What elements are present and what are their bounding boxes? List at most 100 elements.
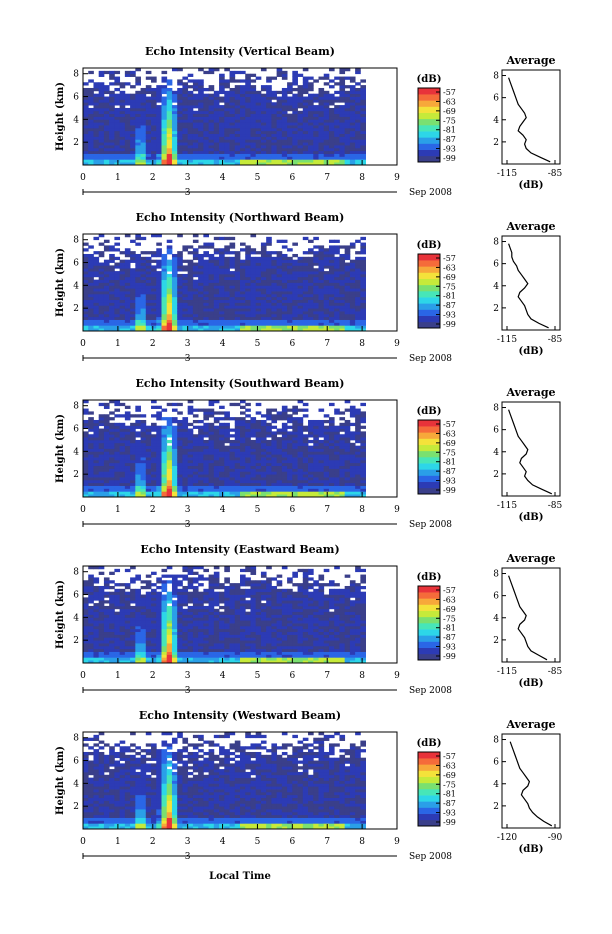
heatmap-cell bbox=[193, 263, 199, 266]
heatmap-cell bbox=[193, 240, 199, 243]
heatmap-cell bbox=[198, 117, 204, 120]
heatmap-cell bbox=[188, 486, 194, 489]
heatmap-cell bbox=[109, 320, 115, 323]
heatmap-cell bbox=[250, 136, 256, 139]
heatmap-cell bbox=[167, 119, 173, 122]
heatmap-cell bbox=[198, 486, 204, 489]
heatmap-cell bbox=[109, 300, 115, 303]
heatmap-cell bbox=[114, 102, 120, 105]
heatmap-cell bbox=[156, 254, 162, 257]
average-title: Average bbox=[505, 220, 555, 233]
heatmap-cell bbox=[277, 263, 283, 266]
heatmap-cell bbox=[188, 139, 194, 142]
heatmap-cell bbox=[266, 317, 272, 320]
heatmap-cell bbox=[135, 317, 141, 320]
heatmap-cell bbox=[209, 414, 215, 417]
heatmap-cell bbox=[88, 597, 94, 600]
heatmap-cell bbox=[256, 488, 262, 491]
heatmap-cell bbox=[282, 99, 288, 102]
heatmap-cell bbox=[104, 139, 110, 142]
heatmap-cell bbox=[88, 88, 94, 91]
heatmap-cell bbox=[88, 609, 94, 612]
heatmap-cell bbox=[250, 125, 256, 128]
heatmap-cell bbox=[203, 128, 209, 131]
heatmap-cell bbox=[156, 97, 162, 100]
heatmap-cell bbox=[93, 237, 99, 240]
heatmap-cell bbox=[151, 134, 157, 137]
heatmap-cell bbox=[146, 77, 152, 80]
heatmap-cell bbox=[172, 111, 178, 114]
heatmap-cell bbox=[193, 119, 199, 122]
heatmap-cell bbox=[235, 325, 241, 328]
heatmap-cell bbox=[109, 446, 115, 449]
heatmap-cell bbox=[256, 145, 262, 148]
heatmap-cell bbox=[308, 88, 314, 91]
heatmap-cell bbox=[345, 145, 351, 148]
heatmap-cell bbox=[141, 251, 147, 254]
heatmap-cell bbox=[135, 491, 141, 494]
heatmap-cell bbox=[339, 254, 345, 257]
heatmap-cell bbox=[345, 274, 351, 277]
heatmap-cell bbox=[162, 437, 168, 440]
heatmap-cell bbox=[313, 457, 319, 460]
heatmap-cell bbox=[324, 131, 330, 134]
heatmap-cell bbox=[214, 291, 220, 294]
heatmap-cell bbox=[329, 260, 335, 263]
heatmap-cell bbox=[167, 108, 173, 111]
heatmap-cell bbox=[172, 308, 178, 311]
heatmap-cell bbox=[188, 245, 194, 248]
heatmap-cell bbox=[298, 114, 304, 117]
heatmap-cell bbox=[104, 429, 110, 432]
heatmap-cell bbox=[334, 117, 340, 120]
heatmap-cell bbox=[250, 474, 256, 477]
heatmap-cell bbox=[261, 122, 267, 125]
heatmap-cell bbox=[88, 486, 94, 489]
heatmap-cell bbox=[214, 451, 220, 454]
heatmap-cell bbox=[83, 314, 89, 317]
heatmap-cell bbox=[188, 114, 194, 117]
heatmap-cell bbox=[114, 302, 120, 305]
heatmap-cell bbox=[266, 145, 272, 148]
heatmap-cell bbox=[162, 431, 168, 434]
heatmap-cell bbox=[88, 283, 94, 286]
heatmap-cell bbox=[162, 265, 168, 268]
y-axis-label: Height (km) bbox=[55, 414, 66, 483]
heatmap-cell bbox=[256, 423, 262, 426]
heatmap-cell bbox=[198, 79, 204, 82]
heatmap-cell bbox=[182, 437, 188, 440]
heatmap-cell bbox=[198, 409, 204, 412]
heatmap-cell bbox=[83, 431, 89, 434]
heatmap-cell bbox=[319, 245, 325, 248]
heatmap-cell bbox=[141, 139, 147, 142]
heatmap-cell bbox=[334, 429, 340, 432]
heatmap-cell bbox=[209, 477, 215, 480]
heatmap-cell bbox=[261, 317, 267, 320]
heatmap-cell bbox=[141, 159, 147, 162]
heatmap-cell bbox=[292, 443, 298, 446]
heatmap-cell bbox=[324, 460, 330, 463]
heatmap-cell bbox=[245, 454, 251, 457]
heatmap-cell bbox=[83, 480, 89, 483]
heatmap-cell bbox=[256, 102, 262, 105]
heatmap-cell bbox=[93, 615, 99, 618]
heatmap-cell bbox=[146, 148, 152, 151]
heatmap-cell bbox=[256, 159, 262, 162]
heatmap-cell bbox=[99, 288, 105, 291]
heatmap-cell bbox=[298, 99, 304, 102]
heatmap-cell bbox=[230, 274, 236, 277]
heatmap-cell bbox=[355, 454, 361, 457]
heatmap-cell bbox=[104, 643, 110, 646]
heatmap-cell bbox=[319, 431, 325, 434]
heatmap-cell bbox=[240, 139, 246, 142]
heatmap-cell bbox=[177, 277, 183, 280]
heatmap-cell bbox=[104, 483, 110, 486]
heatmap-cell bbox=[250, 277, 256, 280]
heatmap-cell bbox=[292, 145, 298, 148]
heatmap-cell bbox=[271, 156, 277, 159]
heatmap-cell bbox=[308, 308, 314, 311]
heatmap-cell bbox=[230, 417, 236, 420]
heatmap-cell bbox=[298, 477, 304, 480]
heatmap-cell bbox=[313, 145, 319, 148]
heatmap-cell bbox=[198, 468, 204, 471]
panel-3: Echo Intensity (Eastward Beam)8642Height… bbox=[55, 543, 563, 696]
